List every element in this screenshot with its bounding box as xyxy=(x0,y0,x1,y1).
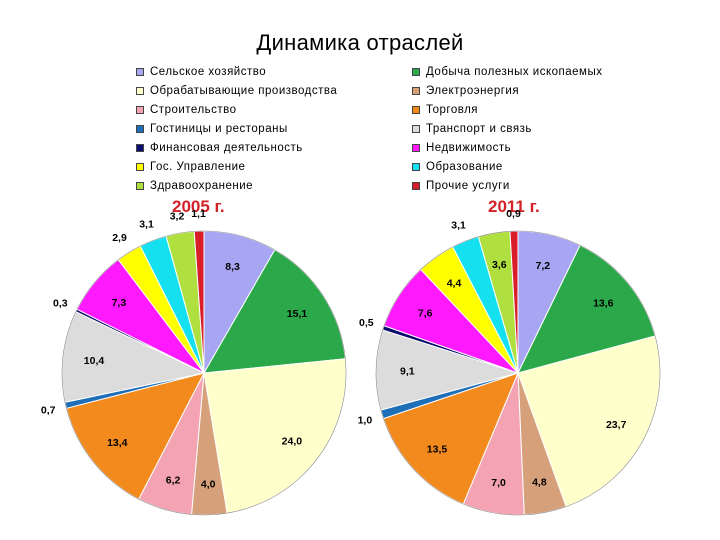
legend-item-hotels: Гостиницы и рестораны xyxy=(136,123,288,135)
legend-item-healthcare: Здравоохранение xyxy=(136,180,253,192)
pie-value-label: 23,7 xyxy=(606,419,627,431)
pie-chart-2011: 7,2 13,6 23,7 4,8 7,0 13,5 1,0 9,1 0,5 7,6 4,4 3,1 3… xyxy=(358,208,661,516)
legend-swatch xyxy=(412,106,420,114)
pie-2011-title: 2011 г. xyxy=(488,197,540,216)
pie-outline xyxy=(61,230,347,516)
legend-label: Гостиницы и рестораны xyxy=(150,123,288,135)
pie-value-label: 0,9 xyxy=(506,208,521,220)
pie-value-label: 24,0 xyxy=(282,435,303,447)
legend-item-finance: Финансовая деятельность xyxy=(136,142,303,154)
legend-swatch xyxy=(412,163,420,171)
pie-outline xyxy=(375,230,661,516)
pie-value-label: 8,3 xyxy=(225,261,240,273)
legend-item-construction: Строительство xyxy=(136,104,237,116)
legend-item-mining: Добыча полезных ископаемых xyxy=(412,66,602,78)
pie-value-label: 3,2 xyxy=(170,210,185,222)
pie-value-label: 3,1 xyxy=(139,219,154,231)
pie-value-label: 13,5 xyxy=(427,444,448,456)
legend-item-education: Образование xyxy=(412,161,503,173)
legend-label: Добыча полезных ископаемых xyxy=(426,66,603,78)
pie-value-label: 0,7 xyxy=(41,404,56,416)
legend-label: Образование xyxy=(426,161,503,173)
legend-item-government: Гос. Управление xyxy=(136,161,245,173)
pie-value-label: 4,4 xyxy=(447,278,462,290)
legend-item-agriculture: Сельское хозяйство xyxy=(136,66,266,78)
pie-2005-title: 2005 г. xyxy=(172,197,225,216)
legend-label: Финансовая деятельность xyxy=(150,142,303,154)
pie-value-label: 15,1 xyxy=(287,308,308,320)
pie-value-label: 3,6 xyxy=(492,259,507,271)
legend-swatch xyxy=(136,182,144,190)
pie-value-label: 10,4 xyxy=(84,355,105,367)
legend-label: Электроэнергия xyxy=(426,85,520,97)
legend-label: Торговля xyxy=(426,104,479,116)
pie-value-label: 7,2 xyxy=(535,260,550,272)
legend-swatch xyxy=(412,125,420,133)
pie-value-label: 6,2 xyxy=(166,474,181,486)
legend-label: Сельское хозяйство xyxy=(150,66,267,78)
legend-swatch xyxy=(136,87,144,95)
legend-swatch xyxy=(136,144,144,152)
pie-value-label: 1,1 xyxy=(191,208,206,220)
legend-item-transport: Транспорт и связь xyxy=(412,123,532,135)
pie-value-label: 4,8 xyxy=(532,477,547,489)
legend-label: Строительство xyxy=(150,104,237,116)
legend-swatch xyxy=(412,144,420,152)
legend-label: Гос. Управление xyxy=(150,161,246,173)
legend-label: Обрабатывающие производства xyxy=(150,85,338,97)
pie-value-label: 13,6 xyxy=(593,297,614,309)
legend-swatch xyxy=(412,68,420,76)
legend-swatch xyxy=(136,163,144,171)
legend-item-manufacturing: Обрабатывающие производства xyxy=(136,85,337,97)
legend-swatch xyxy=(136,68,144,76)
legend-swatch xyxy=(136,106,144,114)
pie-value-label: 3,1 xyxy=(451,219,466,231)
legend-label: Транспорт и связь xyxy=(426,123,532,135)
pie-value-label: 0,5 xyxy=(359,317,374,329)
chart-legend: Сельское хозяйство Обрабатывающие произв… xyxy=(136,66,656,194)
pie-value-label: 4,0 xyxy=(201,479,216,491)
legend-item-trade: Торговля xyxy=(412,104,478,116)
pie-value-label: 13,4 xyxy=(107,437,128,449)
pie-slice xyxy=(203,358,347,514)
pie-value-label: 9,1 xyxy=(400,366,415,378)
legend-item-real-estate: Недвижимость xyxy=(412,142,511,154)
legend-swatch xyxy=(412,87,420,95)
legend-label: Здравоохранение xyxy=(150,180,254,192)
pie-value-label: 7,3 xyxy=(112,297,127,309)
pie-value-label: 7,0 xyxy=(491,477,506,489)
pie-value-label: 1,0 xyxy=(358,415,373,427)
legend-item-electricity: Электроэнергия xyxy=(412,85,519,97)
pie-value-label: 2,9 xyxy=(112,232,127,244)
legend-label: Прочие услуги xyxy=(426,180,510,192)
legend-swatch xyxy=(136,125,144,133)
page-title: Динамика отраслей xyxy=(256,30,464,55)
pie-value-label: 0,3 xyxy=(53,298,68,310)
legend-swatch xyxy=(412,182,420,190)
legend-label: Недвижимость xyxy=(426,142,512,154)
pie-chart-2005: 8,3 15,1 24,0 4,0 6,2 13,4 0,7 10,4 0,3 7,3 2,9 3,1… xyxy=(41,208,347,516)
pie-value-label: 7,6 xyxy=(418,308,433,320)
legend-item-other-services: Прочие услуги xyxy=(412,180,510,192)
